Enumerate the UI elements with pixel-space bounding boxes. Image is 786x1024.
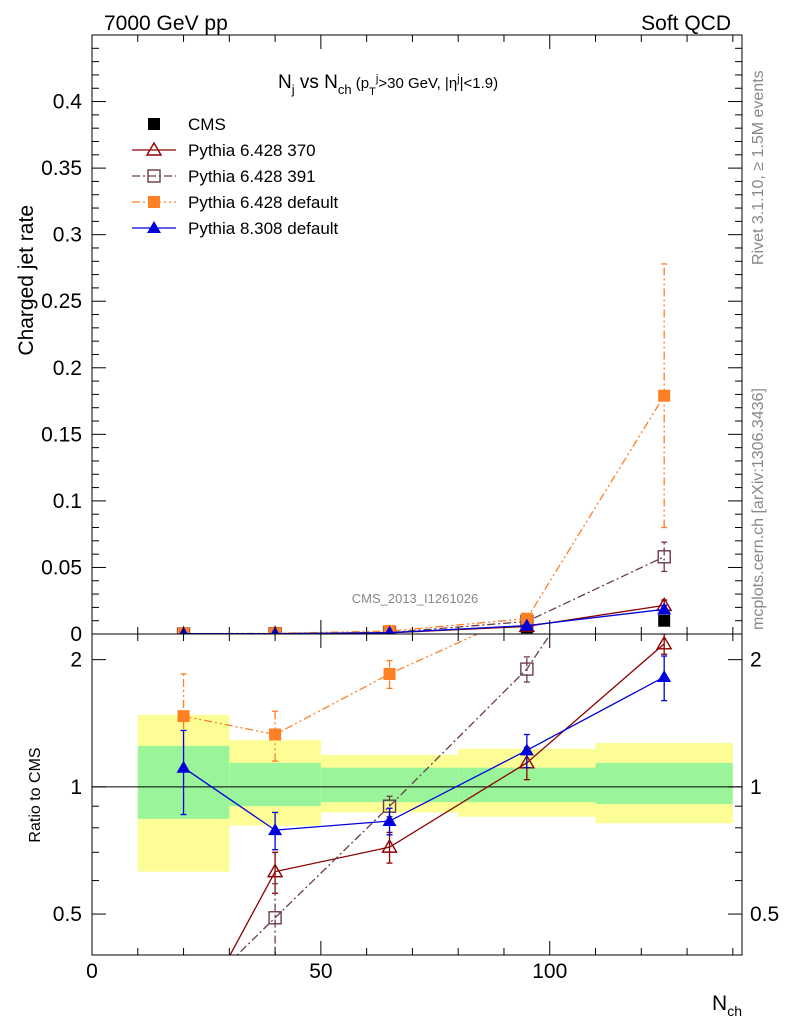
x-axis-label: Nch [712, 992, 742, 1019]
legend-entry: CMS [148, 115, 226, 134]
ratio-pythia-6-428-391 [178, 634, 552, 1014]
y-tick-label: 0.05 [41, 556, 82, 579]
ratio-y-tick-label-right: 2 [750, 649, 762, 672]
ratio-point [383, 667, 396, 680]
ratio-y-tick-label: 1 [70, 776, 82, 799]
legend-entry: Pythia 8.308 default [132, 219, 339, 238]
y-tick-label: 0.25 [41, 290, 82, 313]
ratio-point [177, 710, 190, 723]
legend-entry: Pythia 6.428 default [132, 193, 339, 212]
mcplots-label: mcplots.cern.ch [arXiv:1306.3436] [750, 388, 767, 630]
legend-marker [147, 169, 161, 183]
stat-band [229, 762, 321, 807]
y-tick-label: 0.2 [53, 357, 82, 380]
ratio-pythia-6-428-370 [229, 634, 673, 955]
legend-label: Pythia 6.428 370 [188, 141, 316, 160]
ratio-point [176, 760, 191, 773]
stat-band [595, 762, 733, 805]
ratio-point [268, 823, 283, 836]
series-pythia-8-308-default [179, 602, 672, 634]
y-tick-label: 0.35 [41, 157, 82, 180]
data-point [658, 614, 671, 627]
series-pythia-6-428-default [177, 263, 671, 634]
energy-label: 7000 GeV pp [104, 12, 228, 35]
ratio-line [236, 634, 552, 955]
ratio-y-tick-label: 0.5 [53, 903, 82, 926]
data-point [657, 550, 671, 564]
legend-entry: Pythia 6.428 370 [132, 141, 316, 160]
legend-label: Pythia 8.308 default [188, 219, 339, 238]
y-tick-label: 0.3 [53, 224, 82, 247]
main-ylabel: Charged jet rate [15, 205, 38, 356]
category-label: Soft QCD [641, 12, 731, 35]
ratio-y-tick-label-right: 0.5 [750, 903, 779, 926]
ratio-frame [91, 633, 743, 956]
ratio-series-group [176, 251, 673, 1014]
ratio-point [266, 863, 284, 878]
main-panel: 0 0.05 0.1 0.15 0.2 0.25 0.3 0.35 0.4 [41, 34, 743, 646]
ratio-point [658, 251, 670, 263]
ratio-point [382, 814, 397, 827]
main-plot-title: Nj vs Nch (pTj>30 GeV, |ηj|<1.9) [278, 72, 498, 98]
ratio-point [657, 669, 672, 682]
data-point [658, 389, 671, 402]
ratio-pythia-8-308-default [176, 655, 672, 851]
ratio-point [520, 662, 534, 676]
x-tick-label: 50 [309, 960, 332, 983]
ratio-line [183, 634, 479, 736]
legend-label: Pythia 6.428 default [188, 193, 339, 212]
analysis-id: CMS_2013_I1261026 [352, 591, 479, 606]
main-series-group [176, 263, 673, 634]
y-tick-label: 0.1 [53, 490, 82, 513]
ratio-y-tick-label-right: 1 [750, 776, 762, 799]
ratio-line [229, 643, 665, 955]
rivet-version-label: Rivet 3.1.10, ≥ 1.5M events [750, 70, 767, 265]
ratio-panel: 0 50 100 0.5 0.5 1 1 2 2 [53, 251, 779, 1014]
ratio-point [268, 911, 282, 925]
y-tick-label: 0.4 [53, 91, 83, 114]
data-point [519, 618, 534, 631]
x-tick-label: 100 [532, 960, 567, 983]
ratio-point [178, 1002, 190, 1014]
data-point [657, 602, 672, 615]
legend-marker [145, 141, 163, 156]
legend-marker [148, 196, 160, 208]
ratio-point [381, 838, 398, 853]
ratio-pythia-6-428-default [177, 251, 670, 772]
legend: CMS Pythia 6.428 370 Pythia 6.428 391 Pythi… [132, 115, 339, 238]
x-tick-label: 0 [86, 960, 98, 983]
ratio-point [655, 635, 673, 650]
y-tick-label: 0.15 [41, 423, 82, 446]
ratio-ylabel: Ratio to CMS [27, 747, 44, 842]
data-point [384, 625, 395, 634]
legend-marker [147, 221, 161, 233]
ratio-point [269, 728, 282, 741]
ratio-y-tick-label: 2 [70, 649, 82, 672]
legend-entry: Pythia 6.428 391 [132, 167, 316, 186]
legend-label: Pythia 6.428 391 [188, 167, 316, 186]
legend-marker [148, 118, 160, 130]
legend-label: CMS [188, 115, 226, 134]
ratio-point [519, 743, 534, 756]
y-tick-label: 0 [70, 623, 82, 646]
series-cms [177, 614, 671, 634]
